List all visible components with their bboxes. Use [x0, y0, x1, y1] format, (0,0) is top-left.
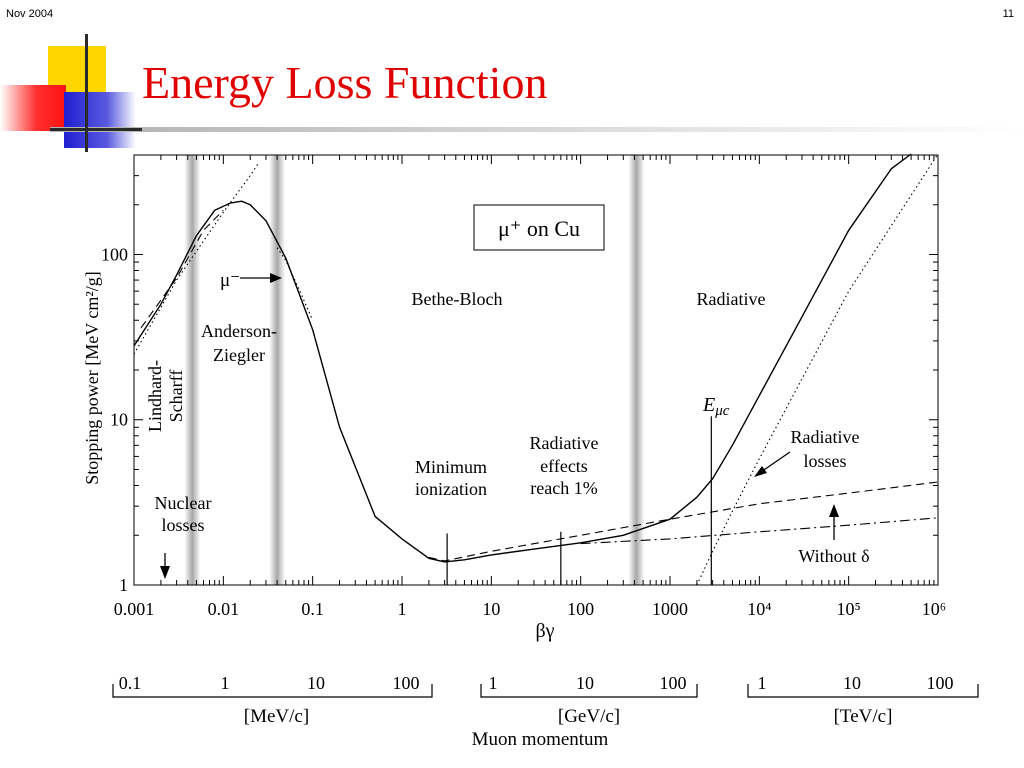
without-delta-label: Without δ: [798, 546, 869, 566]
without-delta-arrowhead: [829, 504, 839, 517]
minimum-ionization-1: Minimum: [415, 457, 487, 477]
momentum-unit-label: [GeV/c]: [558, 706, 620, 727]
series-dashed-4: [140, 209, 224, 329]
momentum-tick-label: 10: [843, 673, 861, 693]
e-mu-c-label: Eμc: [702, 394, 730, 419]
nuclear-losses-1: Nuclear: [155, 493, 212, 513]
momentum-tick-label: 10: [307, 673, 325, 693]
title-decoration: [0, 34, 1024, 152]
x-tick-label: 0.001: [114, 599, 155, 619]
mu-minus-label: μ⁻: [220, 270, 240, 291]
radiative-effects-1: Radiative: [530, 433, 599, 453]
horizontal-bar: [50, 128, 142, 131]
x-tick-label: 100: [567, 599, 594, 619]
x-tick-label: 10⁶: [922, 599, 946, 619]
momentum-tick-label: 1: [489, 673, 498, 693]
series-dotted-3: [276, 247, 314, 321]
anderson-label-1: Anderson-: [201, 321, 277, 341]
lindhard-label-1: Lindhard-: [145, 360, 165, 432]
y-axis-title: Stopping power [MeV cm²/g]: [82, 271, 102, 485]
momentum-tick-label: 0.1: [119, 673, 142, 693]
blue-square: [64, 92, 136, 148]
radiative-label: Radiative: [697, 289, 766, 309]
bethe-bloch-label: Bethe-Bloch: [412, 289, 503, 309]
x-axis-title: βγ: [535, 620, 554, 642]
momentum-tick-label: 1: [221, 673, 230, 693]
momentum-bracket-1: [480, 684, 698, 698]
momentum-tick-label: 100: [393, 673, 420, 693]
mu-minus-arrowhead: [270, 273, 282, 283]
vertical-bar: [85, 34, 88, 152]
x-tick-label: 1000: [652, 599, 688, 619]
x-tick-label: 10⁴: [747, 599, 771, 619]
series-dashed-5: [428, 481, 939, 562]
slide-title: Energy Loss Function: [142, 57, 548, 108]
momentum-unit-label: [MeV/c]: [244, 706, 309, 727]
y-tick-label: 1: [119, 575, 128, 595]
x-tick-label: 1: [398, 599, 407, 619]
radiative-effects-2: effects: [540, 456, 588, 476]
title-underline: [50, 127, 1024, 132]
legend-box: [473, 204, 605, 251]
x-tick-label: 0.01: [208, 599, 240, 619]
momentum-bracket-0: [112, 684, 433, 698]
momentum-tick-label: 100: [660, 673, 687, 693]
momentum-bracket-2: [747, 684, 979, 698]
radiative-losses-2: losses: [803, 451, 846, 471]
lindhard-label-2: Scharff: [166, 370, 186, 423]
red-square: [0, 85, 66, 131]
nuclear-arrowhead: [160, 566, 170, 579]
anderson-label-2: Ziegler: [213, 345, 265, 365]
series-dotted-1: [133, 162, 260, 355]
momentum-tick-label: 100: [927, 673, 954, 693]
momentum-unit-label: [TeV/c]: [834, 706, 893, 727]
region-band-0: [184, 155, 201, 585]
x-tick-label: 10⁵: [837, 599, 861, 619]
y-tick-label: 100: [101, 244, 128, 264]
y-tick-label: 10: [110, 410, 128, 430]
nuclear-losses-2: losses: [161, 515, 204, 535]
series-solid-0: [133, 153, 912, 563]
radiative-losses-arrowhead: [754, 466, 767, 477]
region-band-2: [628, 155, 645, 585]
legend-text: μ⁺ on Cu: [498, 216, 580, 241]
momentum-axis-title: Muon momentum: [472, 729, 609, 750]
minimum-ionization-2: ionization: [415, 479, 487, 499]
radiative-losses-1: Radiative: [791, 427, 860, 447]
x-tick-label: 10: [482, 599, 500, 619]
x-tick-label: 0.1: [301, 599, 324, 619]
region-band-1: [269, 155, 286, 585]
slide-date: Nov 2004: [6, 8, 54, 20]
momentum-tick-label: 10: [576, 673, 594, 693]
slide-page-number: 11: [1002, 8, 1014, 20]
radiative-effects-3: reach 1%: [530, 478, 597, 498]
momentum-tick-label: 1: [758, 673, 767, 693]
